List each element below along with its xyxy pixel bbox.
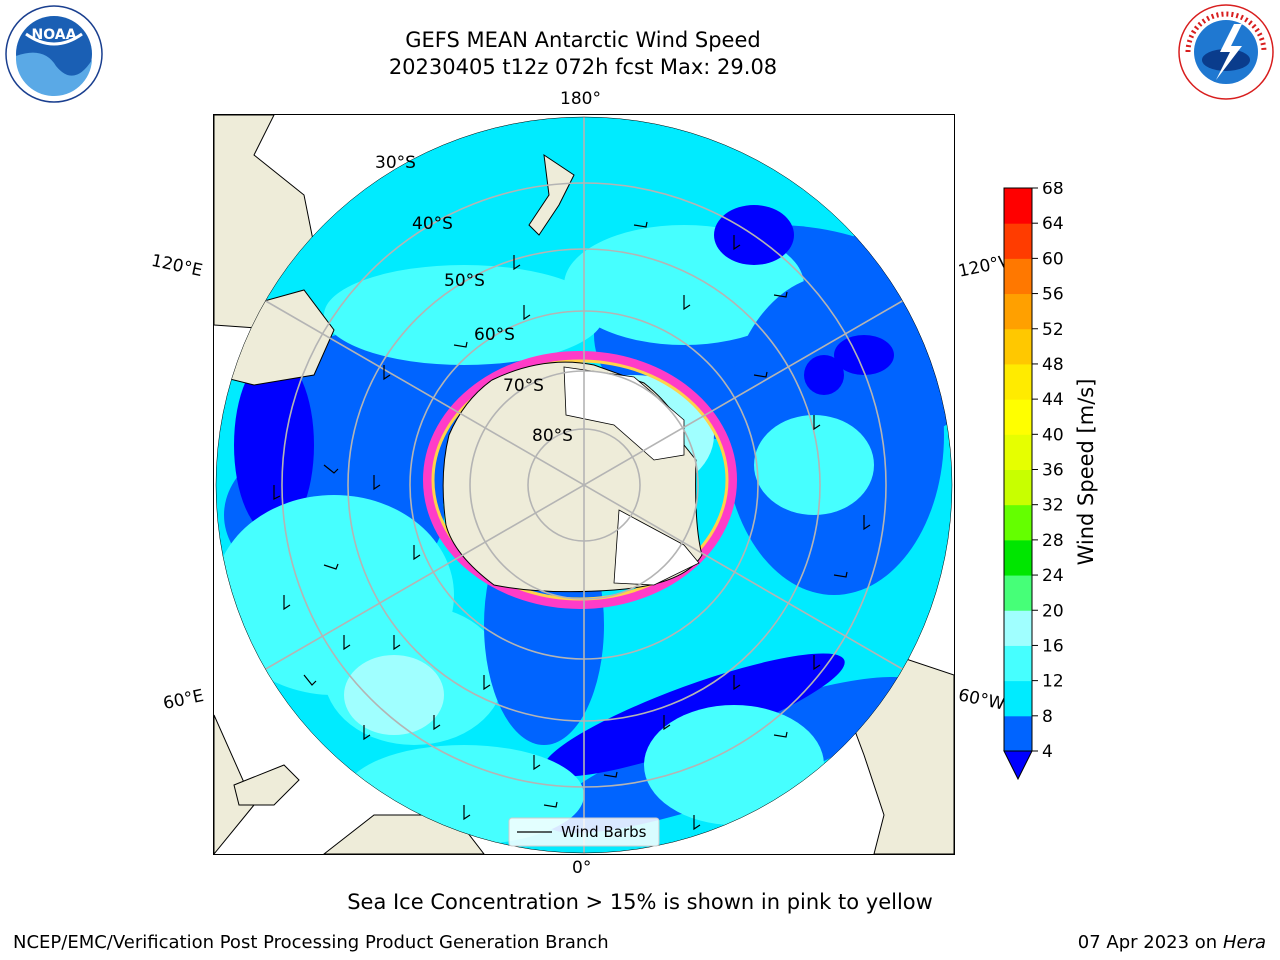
colorbar-tick-label: 56 [1042, 285, 1064, 305]
colorbar-bin-7 [1004, 469, 1032, 506]
polar-map: Wind Barbs 30°S 40°S 50°S 60°S 70°S 80°S [214, 115, 954, 854]
colorbar-tick-label: 16 [1042, 636, 1064, 656]
national-weather-service-logo [1178, 4, 1274, 100]
colorbar-tick-label: 60 [1042, 249, 1064, 269]
colorbar-label: Wind Speed [m/s] [1074, 378, 1098, 566]
colorbar-bin-1 [1004, 680, 1032, 717]
colorbar-bin-10 [1004, 363, 1032, 400]
credit-machine: Hera [1222, 932, 1266, 953]
colorbar-bin-4 [1004, 575, 1032, 611]
lon-label-0: 0° [572, 858, 592, 878]
colorbar-extend-arrow [1003, 750, 1033, 781]
colorbar-bin-11 [1004, 328, 1032, 365]
chart-subtitle: 20230405 t12z 072h fcst Max: 29.08 [388, 55, 778, 79]
graticule [216, 117, 952, 853]
colorbar-tick-label: 44 [1042, 390, 1064, 410]
colorbar-tick-label: 32 [1042, 496, 1064, 516]
colorbar-bin-13 [1004, 258, 1032, 295]
colorbar-bin-0 [1004, 715, 1032, 752]
lat-label-70s: 70°S [503, 376, 544, 396]
colorbar-bin-12 [1004, 293, 1032, 330]
colorbar-bin-9 [1004, 399, 1032, 435]
lat-label-60s: 60°S [474, 325, 515, 345]
ronne-ice-shelf [613, 509, 700, 586]
colorbar-bin-8 [1004, 434, 1032, 470]
colorbar-bin-6 [1004, 504, 1032, 541]
lat-label-80s: 80°S [532, 426, 573, 446]
colorbar-bin-5 [1004, 539, 1032, 576]
colorbar-tick-label: 4 [1042, 742, 1053, 762]
colorbar-tick-label: 64 [1042, 214, 1064, 234]
wind-speed-field [216, 117, 952, 853]
colorbar-bin-2 [1004, 645, 1032, 682]
wind-barbs [273, 221, 871, 831]
colorbar-bin-14 [1004, 223, 1032, 259]
credit-date: 07 Apr 2023 on Hera [1078, 932, 1266, 953]
colorbar-tick-label: 52 [1042, 320, 1064, 340]
colorbar-tick-label: 36 [1042, 461, 1064, 481]
lat-label-50s: 50°S [444, 271, 485, 291]
credit-branch: NCEP/EMC/Verification Post Processing Pr… [13, 932, 609, 953]
lon-label-120e: 120°E [149, 250, 205, 282]
colorbar-bin-3 [1004, 610, 1032, 646]
colorbar-tick-label: 68 [1042, 182, 1064, 199]
colorbar-bin-15 [1004, 188, 1032, 224]
lon-label-60e: 60°E [161, 685, 206, 715]
colorbar-tick-label: 48 [1042, 355, 1064, 375]
colorbar-tick-label: 12 [1042, 672, 1064, 692]
chart-title: GEFS MEAN Antarctic Wind Speed [405, 28, 761, 52]
map-frame [213, 114, 955, 855]
latitude-labels: 30°S 40°S 50°S 60°S 70°S 80°S [375, 153, 573, 446]
credit-date-text: 07 Apr 2023 on [1077, 932, 1223, 953]
colorbar-tick-label: 40 [1042, 425, 1064, 445]
colorbar-tick-label: 20 [1042, 601, 1064, 621]
noaa-logo: NOAA [5, 5, 103, 103]
noaa-logo-text: NOAA [32, 27, 77, 43]
legend-wind-barbs-label: Wind Barbs [561, 823, 647, 841]
lon-label-180: 180° [560, 89, 601, 109]
colorbar-tick-label: 24 [1042, 566, 1064, 586]
ross-ice-shelf [563, 366, 685, 461]
lat-label-30s: 30°S [375, 153, 416, 173]
colorbar-tick-label: 8 [1042, 707, 1053, 727]
lat-label-40s: 40°S [412, 214, 453, 234]
sea-ice-caption: Sea Ice Concentration > 15% is shown in … [347, 890, 933, 914]
colorbar-tick-label: 28 [1042, 531, 1064, 551]
map-legend [508, 817, 660, 847]
